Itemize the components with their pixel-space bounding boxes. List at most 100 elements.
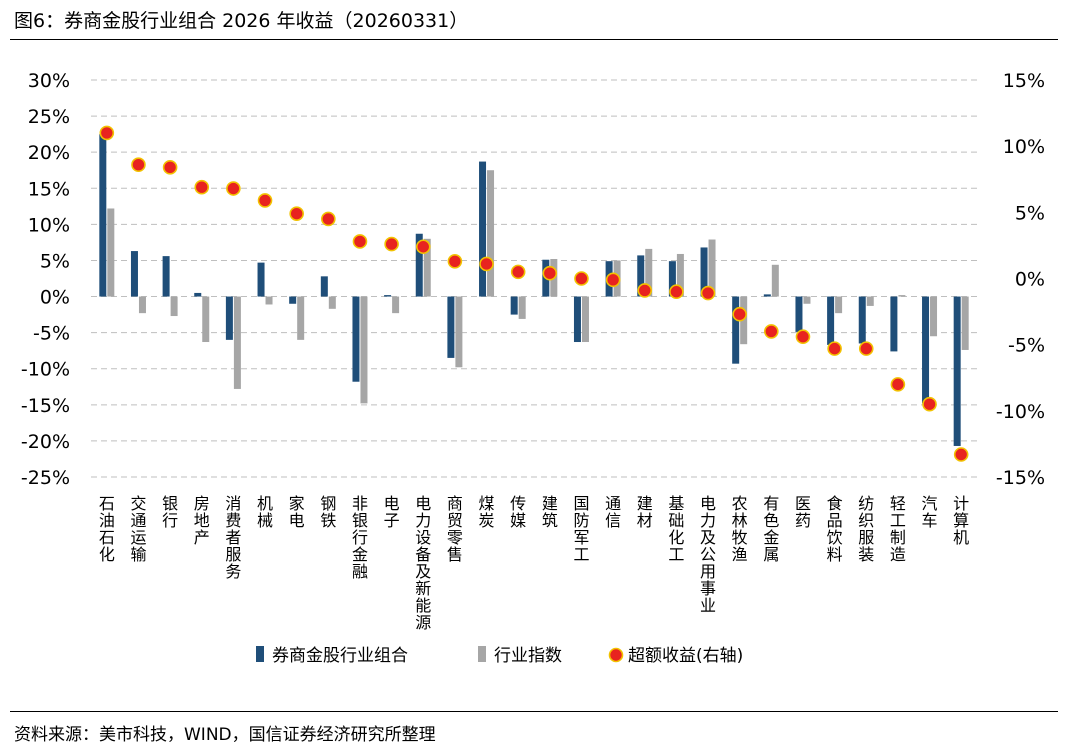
legend-swatch-index — [478, 646, 486, 662]
bar-index — [423, 238, 431, 297]
figure-title: 图6：券商金股行业组合 2026 年收益（20260331） — [14, 10, 469, 32]
excess-dot — [510, 264, 526, 280]
left-tick-label: 30% — [28, 70, 70, 92]
bottom-rule — [10, 711, 1058, 712]
bar-portfolio — [890, 296, 898, 352]
bar-index — [803, 296, 811, 304]
bar-portfolio — [858, 296, 866, 344]
category-label: 农林牧渔 — [732, 494, 748, 564]
bar-index — [930, 296, 938, 337]
excess-dot — [257, 193, 273, 208]
category-label: 电子 — [384, 494, 400, 530]
bar-portfolio — [700, 247, 708, 297]
category-label: 交通运输 — [130, 494, 146, 564]
left-tick-label: -15% — [21, 395, 70, 417]
source-note: 资料来源：美市科技，WIND，国信证券经济研究所整理 — [14, 725, 436, 745]
right-tick-label: 5% — [1015, 202, 1045, 224]
category-label: 有色金属 — [763, 494, 779, 564]
excess-dot — [922, 396, 937, 412]
bar-index — [202, 296, 210, 343]
bar-index — [518, 296, 526, 319]
right-tick-label: 15% — [1003, 70, 1045, 92]
legend: 券商金股行业组合 行业指数 超额收益(右轴) — [256, 646, 743, 666]
category-label: 建材 — [637, 494, 653, 530]
legend-marker-excess — [608, 647, 624, 663]
gridlines — [91, 79, 977, 478]
bar-index — [676, 253, 684, 297]
category-label: 医药 — [795, 494, 811, 530]
bar-portfolio — [447, 296, 455, 358]
bar-portfolio — [922, 296, 930, 404]
bar-portfolio — [763, 294, 771, 297]
bar-portfolio — [479, 161, 487, 297]
excess-dot — [669, 284, 684, 300]
excess-return-chart: 30% 25% 20% 15% 10% 5% 0% -5% -10% -15% -20% -25% 1… — [21, 70, 1045, 666]
left-tick-label: -25% — [21, 467, 70, 489]
bar-index — [961, 296, 969, 350]
category-label: 电力设备及新能源 — [415, 494, 431, 632]
bar-index — [487, 170, 495, 297]
category-label: 非银行金融 — [352, 494, 368, 581]
excess-dot — [479, 256, 494, 272]
category-label: 消费者服务 — [225, 494, 241, 581]
category-label: 银行 — [162, 494, 178, 530]
bar-index — [107, 208, 115, 297]
bar-portfolio — [289, 296, 297, 304]
category-label: 纺织服装 — [858, 494, 874, 564]
bar-index — [645, 248, 653, 297]
right-tick-label: 10% — [1003, 136, 1045, 158]
bar-portfolio — [384, 295, 392, 297]
legend-label-excess: 超额收益(右轴) — [628, 646, 743, 666]
bar-portfolio — [795, 296, 803, 332]
bar-portfolio — [732, 296, 740, 364]
category-labels: 石油石化交通运输银行房地产消费者服务机械家电钢铁非银行金融电子电力设备及新能源商… — [99, 494, 969, 632]
bar-portfolio — [257, 262, 265, 297]
bar-index — [835, 296, 843, 314]
excess-dot — [289, 206, 304, 221]
category-label: 建筑 — [542, 494, 558, 530]
bar-index — [138, 296, 146, 314]
bar-index — [898, 295, 906, 297]
left-tick-label: 25% — [28, 106, 70, 128]
bar-portfolio — [320, 276, 328, 297]
excess-dots — [99, 125, 969, 462]
excess-dot — [99, 125, 115, 141]
excess-dot — [384, 236, 399, 252]
category-label: 传媒 — [510, 494, 526, 530]
excess-dot — [795, 329, 811, 345]
bar-index — [265, 296, 273, 305]
left-tick-label: 5% — [40, 250, 70, 272]
excess-dot — [194, 179, 210, 195]
bar-index — [708, 239, 716, 297]
bar-portfolio — [130, 251, 138, 297]
bar-portfolio — [573, 296, 581, 343]
bar-index — [455, 296, 463, 368]
bar-index — [771, 264, 779, 297]
category-label: 钢铁 — [320, 494, 336, 530]
category-label: 食品饮料 — [827, 494, 843, 564]
bar-index — [328, 296, 336, 309]
bar-portfolio — [162, 256, 170, 297]
category-label: 通信 — [605, 494, 621, 530]
bar-portfolio — [827, 296, 835, 345]
bar-portfolio — [352, 296, 360, 382]
category-label: 轻工制造 — [890, 494, 906, 564]
top-rule — [10, 39, 1058, 40]
category-label: 商贸零售 — [447, 494, 463, 564]
category-label: 石油石化 — [99, 494, 115, 564]
excess-dot — [827, 341, 842, 356]
excess-dot — [890, 377, 906, 392]
excess-dot — [226, 181, 241, 196]
bar-portfolio — [668, 261, 676, 297]
right-tick-label: -15% — [996, 467, 1045, 489]
bars — [99, 134, 969, 446]
category-label: 计算机 — [953, 494, 969, 547]
left-tick-label: 0% — [40, 287, 70, 309]
category-label: 房地产 — [194, 494, 210, 547]
left-axis-ticks: 30% 25% 20% 15% 10% 5% 0% -5% -10% -15% -20% -25% — [21, 70, 70, 489]
legend-label-portfolio: 券商金股行业组合 — [272, 646, 408, 666]
excess-dot — [415, 239, 431, 255]
category-label: 电力及公用事业 — [700, 494, 716, 615]
bar-index — [581, 296, 589, 343]
bar-index — [360, 296, 368, 404]
